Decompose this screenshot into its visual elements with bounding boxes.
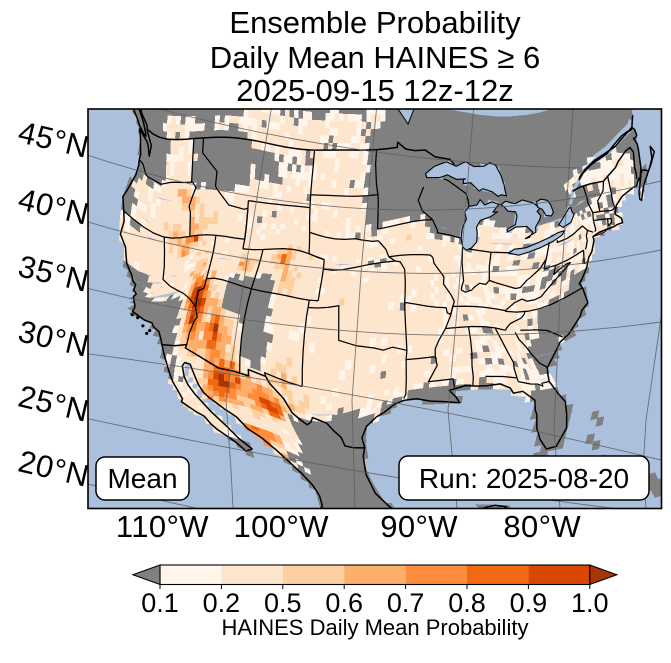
svg-text:0.2: 0.2 — [203, 588, 241, 618]
svg-text:0.9: 0.9 — [510, 588, 548, 618]
svg-text:110°W: 110°W — [116, 509, 209, 544]
svg-text:90°W: 90°W — [380, 509, 458, 544]
svg-text:Run: 2025-08-20: Run: 2025-08-20 — [419, 463, 629, 494]
svg-text:0.7: 0.7 — [387, 588, 425, 618]
svg-text:0.5: 0.5 — [264, 588, 302, 618]
svg-text:1.0: 1.0 — [571, 588, 609, 618]
svg-text:Mean: Mean — [107, 463, 177, 494]
svg-text:0.8: 0.8 — [448, 588, 486, 618]
svg-text:100°W: 100°W — [234, 509, 330, 544]
svg-text:2025-09-15 12z-12z: 2025-09-15 12z-12z — [236, 73, 513, 108]
svg-text:Daily Mean HAINES ≥ 6: Daily Mean HAINES ≥ 6 — [210, 40, 541, 75]
svg-text:0.6: 0.6 — [325, 588, 363, 618]
svg-text:Ensemble Probability: Ensemble Probability — [229, 5, 521, 40]
svg-text:HAINES Daily Mean Probability: HAINES Daily Mean Probability — [222, 615, 529, 640]
svg-text:80°W: 80°W — [503, 509, 581, 544]
svg-text:0.1: 0.1 — [141, 588, 179, 618]
